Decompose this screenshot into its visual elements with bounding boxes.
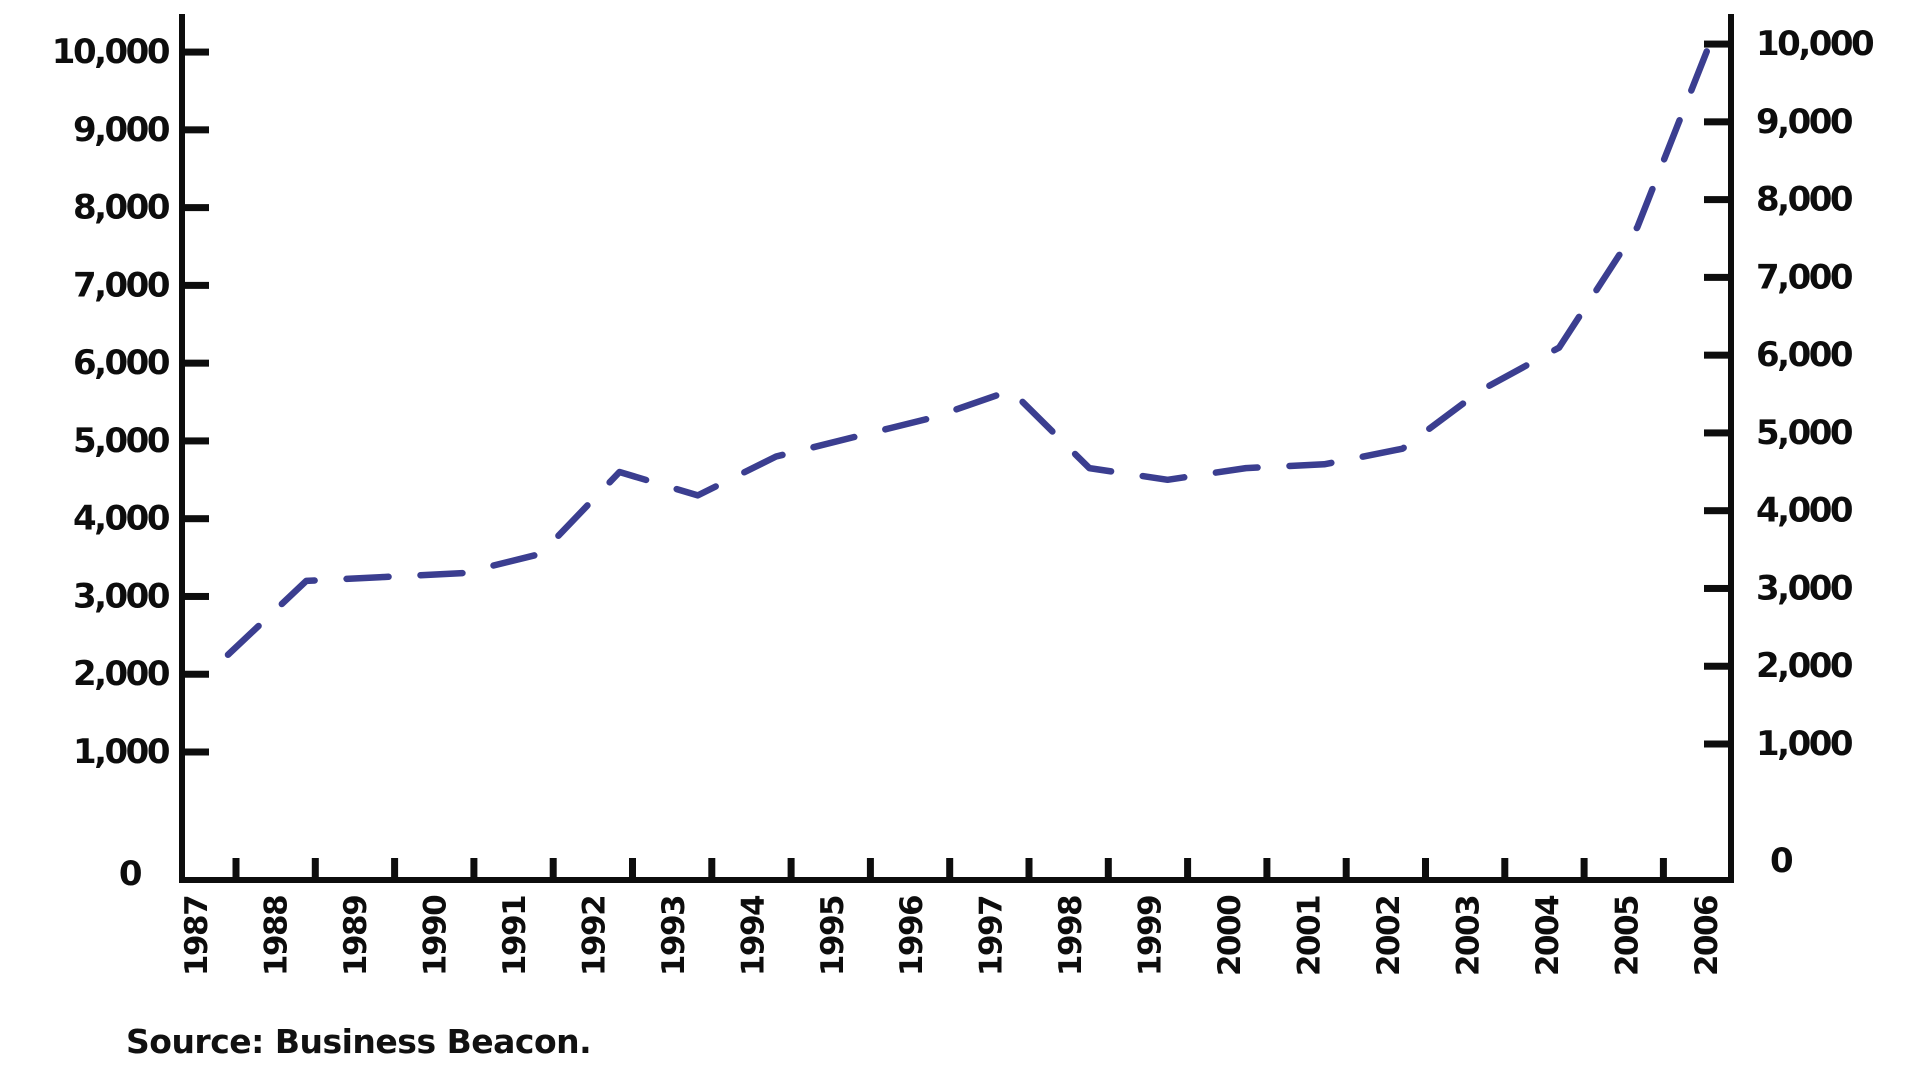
y-axis-right-label: 1,000 bbox=[1756, 724, 1853, 764]
x-axis-year-label: 1990 bbox=[417, 895, 453, 976]
x-axis-tick bbox=[470, 858, 478, 878]
x-axis-tick bbox=[1184, 858, 1192, 878]
x-axis-tick bbox=[866, 858, 874, 878]
y-axis-right-label: 8,000 bbox=[1756, 180, 1853, 220]
y-axis-right-zero-label: 0 bbox=[1770, 841, 1793, 881]
x-axis-year-label: 1988 bbox=[258, 896, 294, 976]
y-axis-right-tick bbox=[1704, 662, 1728, 670]
x-axis-year-label: 1995 bbox=[815, 896, 851, 976]
x-axis-tick bbox=[629, 858, 636, 878]
y-axis-right-label: 3,000 bbox=[1756, 568, 1853, 608]
x-axis-year-label: 2003 bbox=[1451, 896, 1487, 976]
y-axis-left-tick bbox=[185, 359, 209, 367]
y-axis-left-tick bbox=[185, 515, 209, 523]
y-axis-right-tick bbox=[1704, 351, 1728, 359]
y-axis-right-tick bbox=[1704, 584, 1728, 592]
y-axis-right-label: 7,000 bbox=[1756, 257, 1853, 297]
y-axis-left-label: 7,000 bbox=[73, 265, 170, 305]
y-axis-left-tick bbox=[185, 48, 209, 56]
x-axis-year-label: 1996 bbox=[894, 896, 930, 976]
y-axis-right-tick bbox=[1704, 429, 1728, 437]
x-axis-year-label: 2006 bbox=[1689, 896, 1725, 976]
x-axis-year-label: 2004 bbox=[1530, 895, 1566, 976]
x-axis-year-label: 2001 bbox=[1292, 896, 1328, 976]
y-axis-right-label: 9,000 bbox=[1756, 102, 1853, 142]
x-axis-tick bbox=[232, 858, 240, 878]
y-axis-right-label: 2,000 bbox=[1756, 646, 1853, 686]
x-axis-year-label: 1993 bbox=[656, 896, 692, 976]
y-axis-left-label: 6,000 bbox=[73, 343, 170, 383]
y-axis-left-label: 10,000 bbox=[52, 32, 170, 72]
x-axis-tick bbox=[1501, 858, 1509, 878]
x-axis-tick bbox=[1580, 858, 1588, 878]
y-axis-left-label: 4,000 bbox=[73, 499, 170, 539]
x-axis-year-label: 1994 bbox=[735, 895, 771, 976]
x-axis-year-label: 2002 bbox=[1371, 896, 1407, 976]
y-axis-right-tick bbox=[1704, 196, 1728, 204]
y-axis-right-label: 6,000 bbox=[1756, 335, 1853, 375]
y-axis-right-tick bbox=[1704, 118, 1728, 126]
y-axis-right bbox=[1728, 14, 1734, 883]
x-axis-year-label: 1992 bbox=[576, 896, 612, 976]
y-axis-left-tick bbox=[185, 748, 209, 756]
x-axis-year-label: 1997 bbox=[974, 896, 1010, 976]
x-axis-tick bbox=[1263, 858, 1271, 878]
x-axis-tick bbox=[391, 858, 399, 878]
data-line bbox=[224, 25, 1719, 659]
x-axis-tick bbox=[311, 858, 319, 878]
x-axis-year-label: 1991 bbox=[497, 896, 533, 976]
y-axis-left-tick bbox=[185, 281, 209, 289]
y-axis-left-tick bbox=[185, 126, 209, 134]
source-note: Source: Business Beacon. bbox=[126, 1022, 592, 1061]
y-axis-right-tick bbox=[1704, 507, 1728, 515]
y-axis-left-label: 8,000 bbox=[73, 188, 170, 228]
x-axis-tick bbox=[549, 858, 557, 878]
x-axis-year-label: 1998 bbox=[1053, 896, 1089, 976]
x-axis-tick bbox=[1104, 858, 1112, 878]
y-axis-right-label: 4,000 bbox=[1756, 491, 1853, 531]
y-axis-right-tick bbox=[1704, 273, 1728, 281]
y-axis-right-label: 5,000 bbox=[1756, 413, 1853, 453]
y-axis-left bbox=[179, 14, 185, 883]
y-axis-left-label: 5,000 bbox=[73, 421, 170, 461]
y-axis-left-label: 3,000 bbox=[73, 576, 170, 616]
x-axis-tick bbox=[946, 858, 954, 878]
y-axis-left-label: 2,000 bbox=[73, 654, 170, 694]
y-axis-right-tick bbox=[1704, 740, 1728, 748]
y-axis-left-label: 1,000 bbox=[73, 732, 170, 772]
x-axis-tick bbox=[1342, 858, 1350, 878]
x-axis bbox=[179, 877, 1734, 883]
x-axis-tick bbox=[1659, 858, 1667, 878]
x-axis-tick bbox=[708, 858, 716, 878]
y-axis-left-tick bbox=[185, 592, 209, 600]
x-axis-year-label: 1989 bbox=[338, 896, 374, 976]
y-axis-left-tick bbox=[185, 670, 209, 678]
y-axis-right-label: 10,000 bbox=[1756, 24, 1874, 64]
x-axis-year-label: 1987 bbox=[179, 896, 215, 976]
x-axis-year-label: 2005 bbox=[1609, 896, 1645, 976]
x-axis-year-label: 1999 bbox=[1133, 896, 1169, 976]
y-axis-right-tick bbox=[1704, 40, 1728, 48]
y-axis-left-zero-label: 0 bbox=[119, 854, 142, 894]
y-axis-left-label: 9,000 bbox=[73, 110, 170, 150]
x-axis-tick bbox=[1025, 858, 1033, 878]
y-axis-left-tick bbox=[185, 437, 209, 445]
y-axis-left-tick bbox=[185, 204, 209, 212]
x-axis-year-label: 2000 bbox=[1212, 895, 1248, 976]
x-axis-tick bbox=[1422, 858, 1429, 878]
x-axis-tick bbox=[787, 858, 795, 878]
